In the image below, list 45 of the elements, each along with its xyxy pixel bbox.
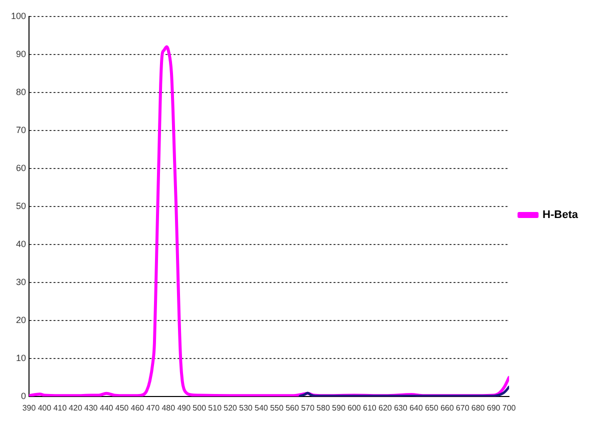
x-tick-label: 520 — [224, 403, 238, 412]
x-tick-label: 700 — [502, 403, 516, 412]
x-tick-label: 390 — [22, 403, 36, 412]
y-tick-label: 30 — [16, 276, 26, 287]
x-tick-label: 450 — [115, 403, 130, 412]
legend-label: H-Beta — [542, 209, 579, 222]
y-tick-label: 60 — [16, 162, 26, 173]
x-tick-label: 600 — [348, 403, 362, 412]
x-tick-label: 560 — [286, 403, 300, 412]
x-tick-label: 580 — [316, 403, 330, 412]
x-tick-label: 660 — [440, 403, 454, 412]
x-tick-label: 630 — [394, 403, 408, 412]
x-tick-label: 530 — [239, 403, 254, 412]
y-tick-label: 50 — [16, 200, 26, 211]
x-tick-label: 680 — [471, 403, 486, 412]
x-tick-label: 460 — [130, 403, 145, 412]
y-tick-label: 0 — [21, 390, 26, 401]
x-tick-label: 500 — [192, 403, 207, 412]
y-tick-label: 80 — [16, 86, 26, 97]
x-tick-label: 550 — [270, 403, 284, 412]
x-tick-label: 610 — [363, 403, 377, 412]
x-tick-label: 400 — [38, 403, 52, 412]
line-series — [298, 386, 510, 396]
x-tick-label: 650 — [424, 403, 439, 412]
x-tick-label: 620 — [378, 403, 392, 412]
y-tick-label: 20 — [16, 314, 26, 325]
x-tick-label: 430 — [84, 403, 98, 412]
x-tick-label: 420 — [68, 403, 83, 412]
x-tick-label: 410 — [53, 403, 68, 412]
y-tick-label: 10 — [16, 352, 26, 363]
x-tick-label: 470 — [146, 403, 160, 412]
x-tick-label: 640 — [409, 403, 424, 412]
x-tick-label: 480 — [162, 403, 176, 412]
x-tick-label: 440 — [100, 403, 114, 412]
y-tick-label: 100 — [10, 10, 26, 21]
x-tick-label: 690 — [486, 403, 501, 412]
x-tick-label: 590 — [332, 403, 346, 412]
x-tick-label: 490 — [177, 403, 192, 412]
y-tick-label: 90 — [16, 48, 26, 59]
x-tick-label: 540 — [254, 403, 269, 412]
x-tick-label: 570 — [301, 403, 315, 412]
x-tick-label: 670 — [456, 403, 470, 412]
y-tick-label: 40 — [16, 238, 26, 249]
y-tick-label: 70 — [16, 124, 26, 135]
x-tick-label: 510 — [208, 403, 222, 412]
